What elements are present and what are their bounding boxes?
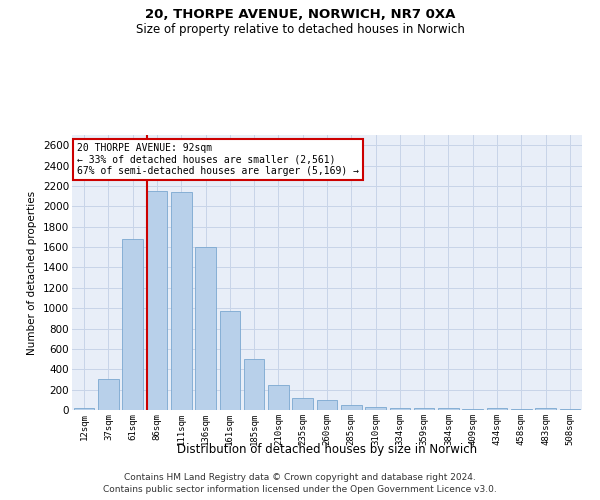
Text: 20 THORPE AVENUE: 92sqm
← 33% of detached houses are smaller (2,561)
67% of semi: 20 THORPE AVENUE: 92sqm ← 33% of detache… — [77, 143, 359, 176]
Bar — [317, 400, 337, 410]
Y-axis label: Number of detached properties: Number of detached properties — [28, 190, 37, 354]
Text: Distribution of detached houses by size in Norwich: Distribution of detached houses by size … — [177, 442, 477, 456]
Text: Contains HM Land Registry data © Crown copyright and database right 2024.: Contains HM Land Registry data © Crown c… — [124, 472, 476, 482]
Text: Contains public sector information licensed under the Open Government Licence v3: Contains public sector information licen… — [103, 485, 497, 494]
Bar — [195, 247, 216, 410]
Bar — [268, 384, 289, 410]
Bar — [171, 192, 191, 410]
Bar — [438, 408, 459, 410]
Bar — [463, 409, 483, 410]
Bar — [292, 398, 313, 410]
Bar — [535, 408, 556, 410]
Bar — [341, 405, 362, 410]
Text: Size of property relative to detached houses in Norwich: Size of property relative to detached ho… — [136, 22, 464, 36]
Text: 20, THORPE AVENUE, NORWICH, NR7 0XA: 20, THORPE AVENUE, NORWICH, NR7 0XA — [145, 8, 455, 20]
Bar — [122, 239, 143, 410]
Bar — [74, 408, 94, 410]
Bar — [389, 408, 410, 410]
Bar — [487, 408, 508, 410]
Bar — [98, 380, 119, 410]
Bar — [244, 359, 265, 410]
Bar — [220, 311, 240, 410]
Bar — [146, 191, 167, 410]
Bar — [365, 407, 386, 410]
Bar — [414, 408, 434, 410]
